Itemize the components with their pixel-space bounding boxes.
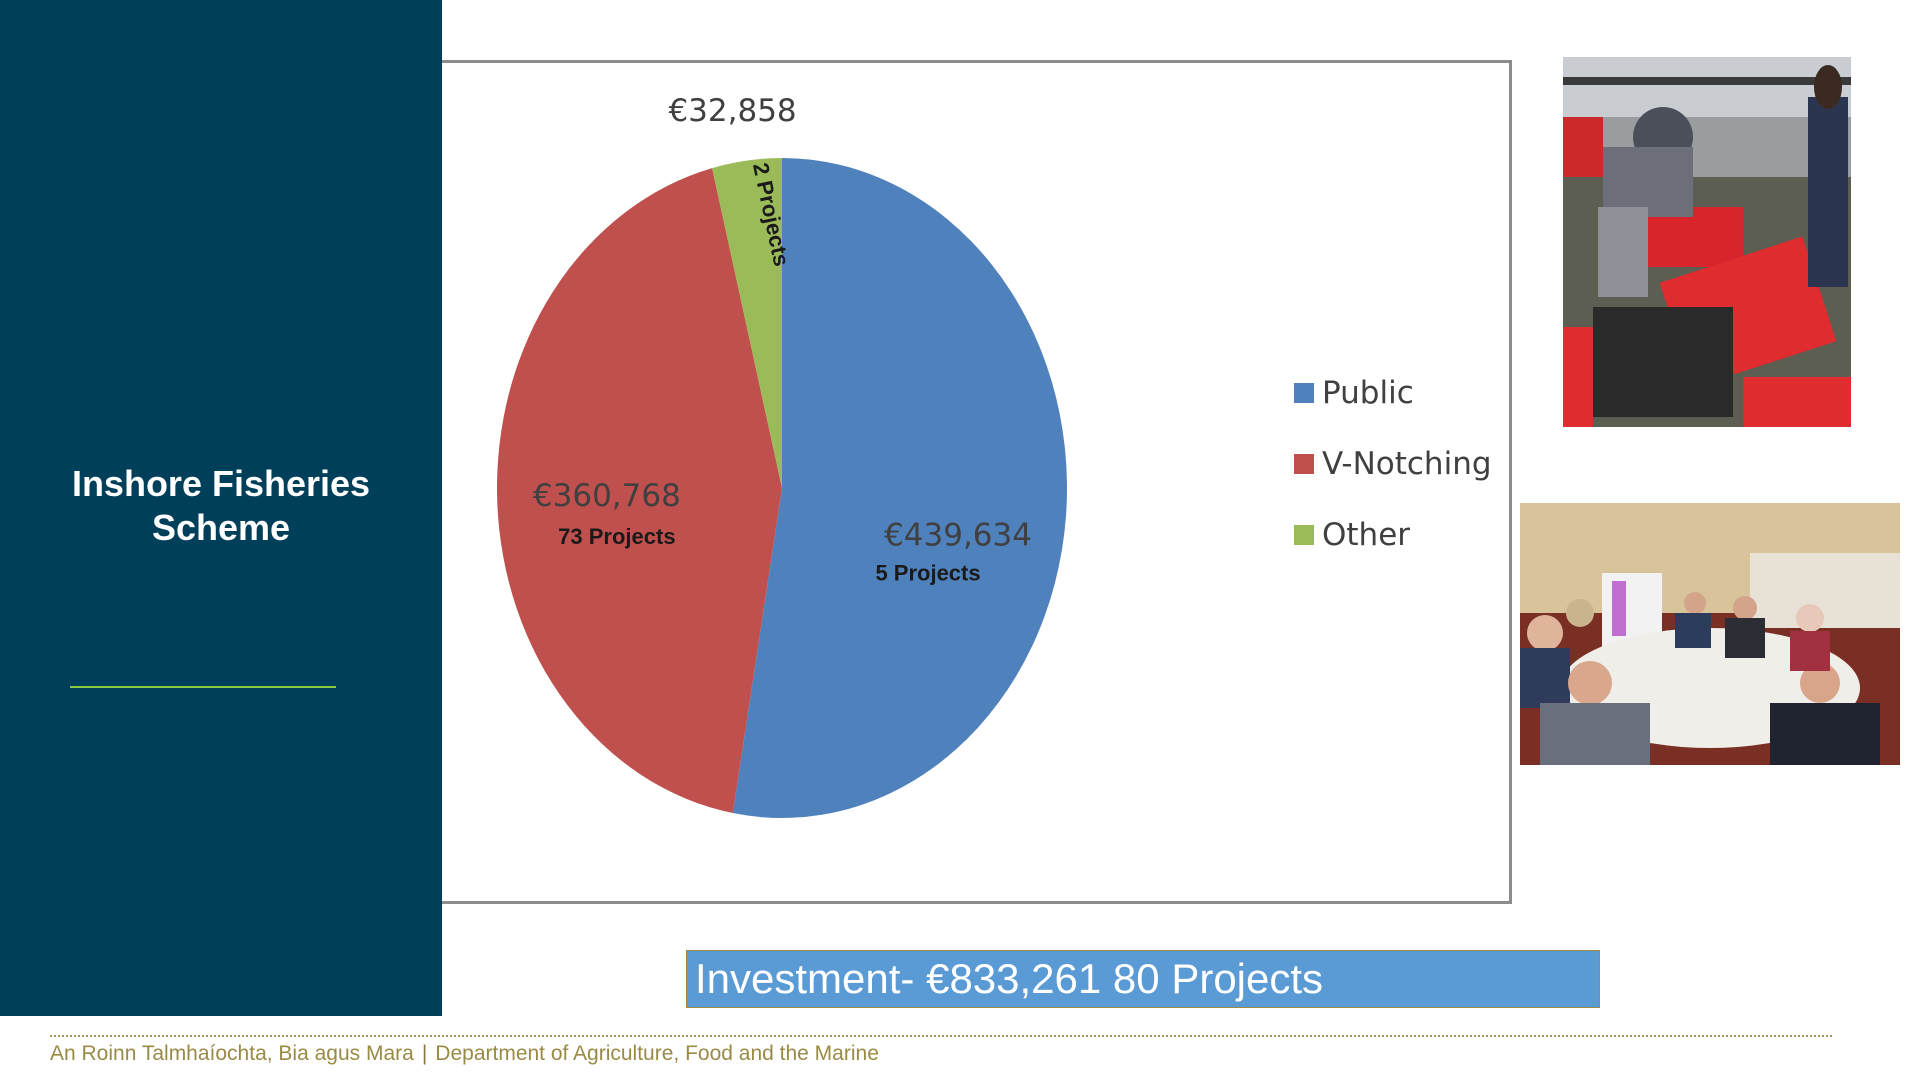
pie-slice-v-notching [497,168,782,814]
slide-title-line-1: Inshore Fisheries [71,463,371,504]
pie-chart: €439,634 5 Projects €360,768 73 Projects €32… [497,93,1492,818]
slice-value-label: €32,858 [668,93,796,129]
legend-label: Other [1322,517,1410,553]
pie-slice-public [732,158,1068,818]
footer-divider [50,1035,1832,1037]
slice-projects-label: 5 Projects [875,561,980,586]
meeting-photo [1520,503,1900,765]
legend-label: Public [1322,375,1414,411]
footer-english-name: Department of Agriculture, Food and the … [435,1042,879,1065]
slice-projects-label: 73 Projects [558,524,675,549]
footer: An Roinn Talmhaíochta, Bia agus Mara | Dep… [50,1042,879,1066]
slide-title-line-2: Scheme [151,507,291,548]
slice-value-label: €360,768 [533,478,681,514]
legend-swatch [1294,454,1314,474]
footer-separator: | [421,1042,428,1065]
legend-label: V-Notching [1322,446,1492,482]
legend-swatch [1294,383,1314,403]
investment-banner: Investment- €833,261 80 Projects [686,950,1600,1008]
pie-slice-other [712,158,782,488]
footer-irish-name: An Roinn Talmhaíochta, Bia agus Mara [50,1042,414,1065]
title-sidebar: Inshore Fisheries Scheme [0,0,442,1016]
slice-value-label: €439,634 [884,518,1032,554]
sidebar-divider [70,686,336,688]
slide-title: Inshore Fisheries Scheme [20,462,422,550]
chart-frame: €439,634 5 Projects €360,768 73 Projects €32… [442,60,1512,904]
harbour-photo [1563,57,1851,427]
legend-swatch [1294,525,1314,545]
